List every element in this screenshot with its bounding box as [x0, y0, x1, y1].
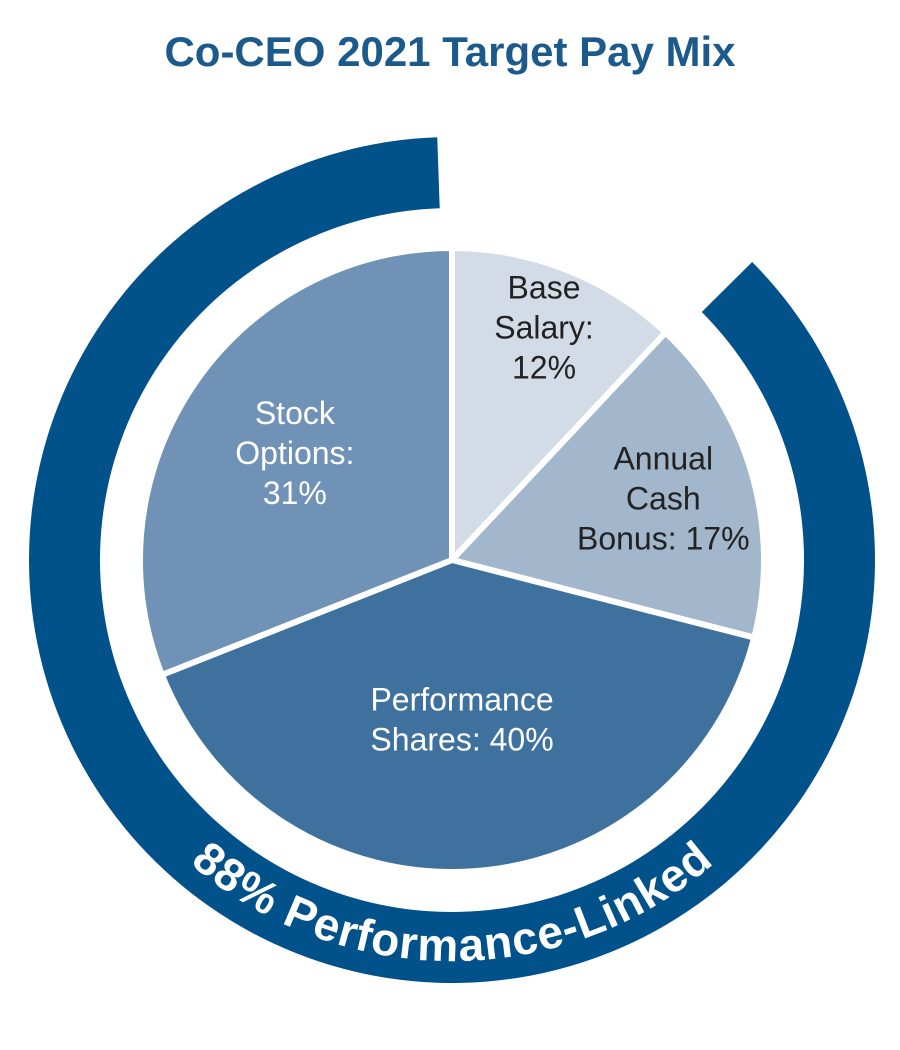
- slice-label-line: Shares: 40%: [370, 722, 553, 758]
- slice-label-1: Base Salary: 12%: [494, 270, 594, 386]
- slice-label-3: Performance Shares: 40%: [370, 682, 553, 758]
- slice-label-line: Bonus: 17%: [577, 521, 750, 557]
- slice-label-line: 31%: [263, 475, 327, 511]
- slice-label-line: Stock: [255, 395, 336, 431]
- slice-label-line: Base: [508, 270, 581, 306]
- pie-slice-3: [158, 557, 758, 875]
- slice-label-line: Options:: [235, 435, 354, 471]
- slice-label-line: Cash: [626, 481, 701, 517]
- slice-label-2: Annual Cash Bonus: 17%: [577, 441, 750, 557]
- slice-label-line: 12%: [512, 350, 576, 386]
- slice-label-line: Salary:: [494, 310, 594, 346]
- pie-slice-1: [449, 245, 669, 563]
- pie-slice-4: [137, 245, 455, 678]
- pie-slice-2: [449, 329, 767, 641]
- slice-label-4: Stock Options: 31%: [235, 395, 354, 511]
- slice-label-line: Annual: [613, 441, 713, 477]
- slice-label-line: Performance: [370, 682, 553, 718]
- chart-title: Co-CEO 2021 Target Pay Mix: [164, 28, 736, 75]
